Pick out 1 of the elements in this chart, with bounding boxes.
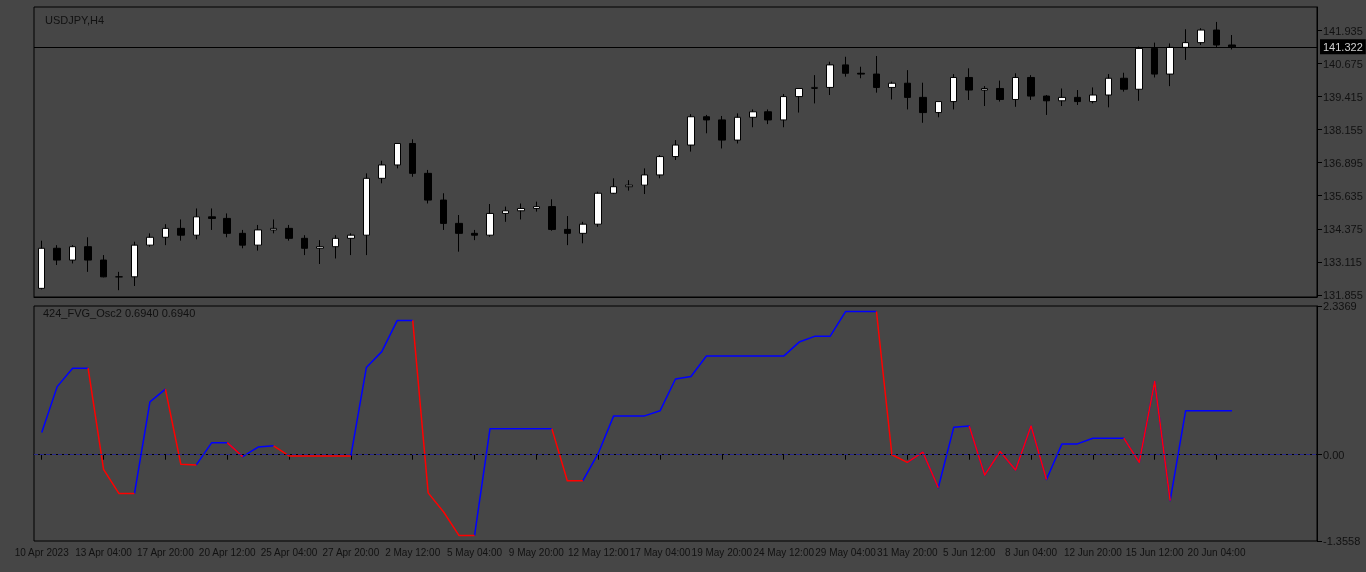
ref-line-label: 141.322 xyxy=(1323,40,1363,53)
